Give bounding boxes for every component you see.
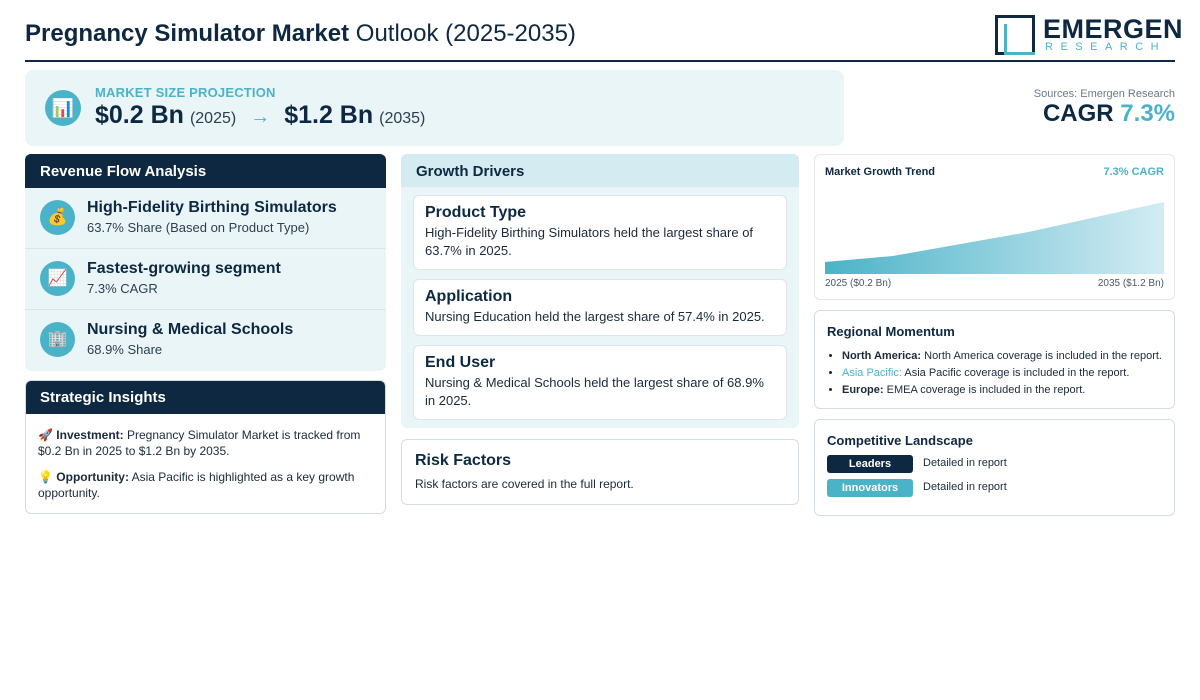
revenue-item: 💰 High-Fidelity Birthing Simulators 63.7… bbox=[25, 188, 386, 249]
market-growth-trend-card: Market Growth Trend 7.3% CAGR 2025 ($0.2… bbox=[814, 154, 1175, 300]
rocket-icon: 🚀 bbox=[38, 428, 53, 442]
region-name: Europe: bbox=[842, 384, 884, 396]
revenue-item-title: Fastest-growing segment bbox=[87, 260, 281, 277]
driver-title: Application bbox=[425, 288, 513, 305]
driver-item: End User Nursing & Medical Schools held … bbox=[413, 345, 787, 420]
region-item: Asia Pacific: Asia Pacific coverage is i… bbox=[842, 365, 1172, 382]
investment-insight: 🚀 Investment: Pregnancy Simulator Market… bbox=[38, 427, 373, 459]
cagr-summary: CAGR 7.3% bbox=[1043, 100, 1175, 128]
driver-text: Nursing & Medical Schools held the large… bbox=[425, 375, 764, 408]
report-header: Pregnancy Simulator Market Outlook (2025… bbox=[25, 12, 1183, 62]
risk-factors-card: Risk Factors Risk factors are covered in… bbox=[401, 439, 799, 505]
revenue-flow-title: Revenue Flow Analysis bbox=[25, 154, 386, 188]
sources-note: Sources: Emergen Research bbox=[1033, 88, 1175, 100]
lightbulb-icon: 💡 bbox=[38, 470, 53, 484]
risk-factors-title: Risk Factors bbox=[415, 452, 512, 469]
cagr-value: 7.3% bbox=[1120, 100, 1175, 127]
start-year: (2025) bbox=[189, 110, 237, 127]
revenue-flow-card: Revenue Flow Analysis 💰 High-Fidelity Bi… bbox=[25, 154, 386, 371]
regional-momentum-card: Regional Momentum North America: North A… bbox=[814, 310, 1175, 409]
competitor-text: Detailed in report bbox=[923, 481, 1007, 493]
driver-text: High-Fidelity Birthing Simulators held t… bbox=[425, 225, 754, 258]
projection-values: $0.2 Bn (2025) → $1.2 Bn (2035) bbox=[95, 101, 425, 130]
risk-factors-text: Risk factors are covered in the full rep… bbox=[415, 477, 634, 491]
logo-subtitle: RESEARCH bbox=[1045, 41, 1167, 53]
cagr-label: CAGR bbox=[1042, 100, 1114, 127]
driver-title: End User bbox=[425, 354, 496, 371]
revenue-item-subtitle: 63.7% Share (Based on Product Type) bbox=[87, 220, 310, 235]
projection-label: MARKET SIZE PROJECTION bbox=[95, 85, 276, 100]
competitive-landscape-title: Competitive Landscape bbox=[827, 433, 973, 448]
opportunity-label: Opportunity: bbox=[56, 470, 129, 484]
driver-text: Nursing Education held the largest share… bbox=[425, 309, 765, 324]
company-logo: EMERGEN RESEARCH bbox=[995, 14, 1183, 55]
region-text: EMEA coverage is included in the report. bbox=[886, 384, 1086, 396]
competitive-landscape-card: Competitive Landscape Leaders Detailed i… bbox=[814, 419, 1175, 516]
title-rest: Outlook (2025-2035) bbox=[355, 20, 576, 47]
leaders-badge: Leaders bbox=[827, 455, 913, 473]
money-bag-icon: 💰 bbox=[40, 200, 75, 235]
trend-title: Market Growth Trend bbox=[825, 166, 936, 178]
start-value: $0.2 Bn bbox=[95, 101, 184, 129]
competitor-text: Detailed in report bbox=[923, 457, 1007, 469]
region-text: Asia Pacific coverage is included in the… bbox=[904, 367, 1130, 379]
market-size-projection: 📊 MARKET SIZE PROJECTION $0.2 Bn (2025) → $… bbox=[25, 70, 844, 146]
driver-item: Product Type High-Fidelity Birthing Simu… bbox=[413, 195, 787, 270]
growth-drivers-title: Growth Drivers bbox=[401, 154, 799, 187]
investment-label: Investment: bbox=[56, 428, 124, 442]
revenue-item-subtitle: 68.9% Share bbox=[87, 342, 163, 357]
trend-cagr: 7.3% CAGR bbox=[1103, 166, 1164, 178]
growth-drivers-card: Growth Drivers Product Type High-Fidelit… bbox=[401, 154, 799, 428]
innovators-badge: Innovators bbox=[827, 479, 913, 497]
trend-start-label: 2025 ($0.2 Bn) bbox=[825, 278, 892, 289]
logo-mark-icon bbox=[995, 15, 1035, 55]
driver-item: Application Nursing Education held the l… bbox=[413, 279, 787, 336]
logo-name: EMERGEN bbox=[1043, 14, 1184, 44]
revenue-item: 🏢 Nursing & Medical Schools 68.9% Share bbox=[25, 310, 386, 371]
driver-title: Product Type bbox=[425, 204, 527, 221]
page-title: Pregnancy Simulator Market Outlook (2025… bbox=[25, 20, 576, 48]
trend-end-label: 2035 ($1.2 Bn) bbox=[1097, 278, 1164, 289]
growth-area bbox=[825, 202, 1164, 274]
trend-up-icon: 📈 bbox=[40, 261, 75, 296]
revenue-item: 📈 Fastest-growing segment 7.3% CAGR bbox=[25, 249, 386, 310]
opportunity-text: Asia Pacific is highlighted as a key gro… bbox=[38, 470, 355, 500]
building-icon: 🏢 bbox=[40, 322, 75, 357]
revenue-item-title: Nursing & Medical Schools bbox=[87, 321, 294, 338]
end-value: $1.2 Bn bbox=[284, 101, 374, 129]
region-item: North America: North America coverage is… bbox=[842, 348, 1172, 365]
revenue-item-title: High-Fidelity Birthing Simulators bbox=[87, 199, 337, 216]
region-item: Europe: EMEA coverage is included in the… bbox=[842, 382, 1172, 399]
region-list: North America: North America coverage is… bbox=[842, 348, 1172, 399]
regional-momentum-title: Regional Momentum bbox=[827, 324, 955, 339]
end-year: (2035) bbox=[379, 110, 426, 127]
title-bold: Pregnancy Simulator Market bbox=[25, 20, 350, 47]
opportunity-insight: 💡 Opportunity: Asia Pacific is highlight… bbox=[38, 469, 373, 501]
arrow-right-icon: → bbox=[250, 106, 271, 128]
revenue-item-subtitle: 7.3% CAGR bbox=[87, 281, 158, 296]
region-text: North America coverage is included in th… bbox=[924, 350, 1162, 362]
strategic-insights-title: Strategic Insights bbox=[26, 381, 385, 414]
region-name: Asia Pacific: bbox=[842, 367, 902, 379]
region-name: North America: bbox=[842, 350, 922, 362]
bar-chart-icon: 📊 bbox=[45, 90, 81, 126]
strategic-insights-card: Strategic Insights 🚀 Investment: Pregnan… bbox=[25, 380, 386, 514]
investment-text: Pregnancy Simulator Market is tracked fr… bbox=[38, 428, 361, 458]
growth-area-chart bbox=[825, 202, 1164, 274]
